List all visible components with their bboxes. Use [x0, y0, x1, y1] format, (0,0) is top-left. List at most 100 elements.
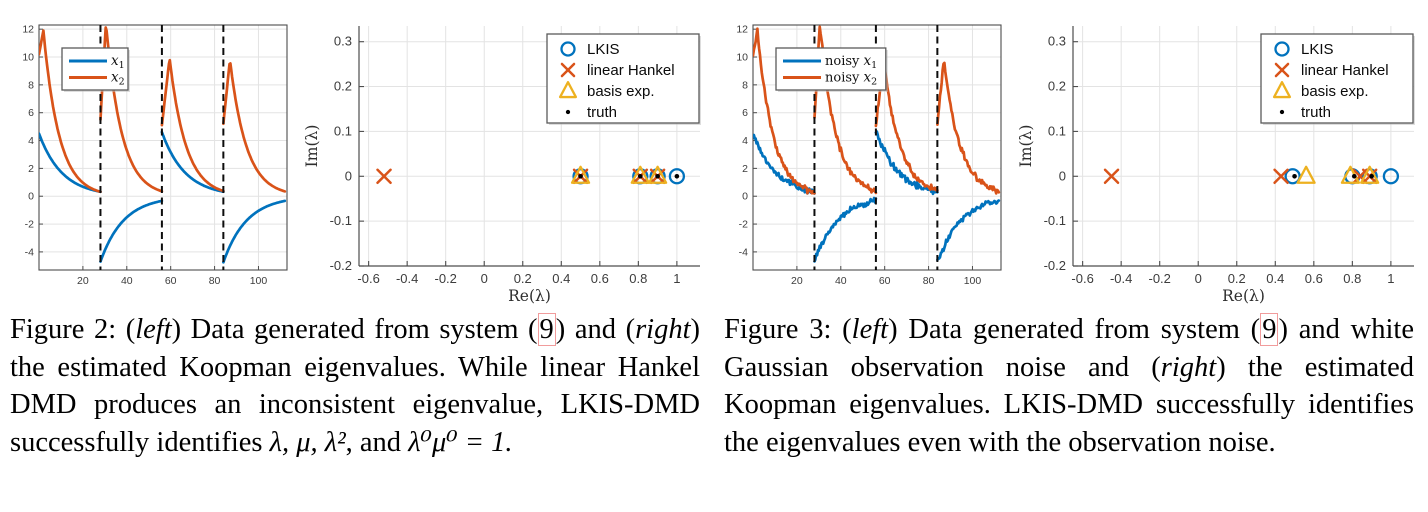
svg-text:noisy x1: noisy x1	[825, 53, 877, 71]
figure2-block: 20 40 60 80 100 -4 -2 0 2 4 6 8 10 12 x1 x2 -0.6 -0.4 -0.…	[0, 0, 714, 461]
axes: -0.6 -0.4 -0.2 0 0.2 0.4 0.6 0.8 1 -0.2 -0.1 0 0.1 0.…	[330, 26, 700, 286]
caption-math: λ, μ, λ²	[269, 426, 346, 458]
svg-text:0.4: 0.4	[552, 271, 570, 286]
axis-ticks: 20 40 60 80 100 -4 -2 0 2 4 6 8 10 12	[736, 24, 981, 287]
svg-text:60: 60	[879, 275, 891, 287]
svg-text:12: 12	[736, 24, 748, 36]
svg-text:-0.6: -0.6	[357, 271, 379, 286]
svg-text:truth: truth	[1301, 104, 1331, 121]
svg-text:0: 0	[28, 191, 34, 203]
axes: -0.6 -0.4 -0.2 0 0.2 0.4 0.6 0.8 1 -0.2 -0.1 0 0.1 0.…	[1044, 26, 1414, 286]
caption-left-word: left	[851, 314, 889, 345]
caption-text: ) the estimated Koopman eigenvalues. Whi…	[10, 314, 700, 458]
svg-text:20: 20	[77, 275, 89, 287]
svg-text:0: 0	[742, 191, 748, 203]
svg-text:-4: -4	[25, 246, 34, 258]
svg-text:x1: x1	[111, 53, 125, 71]
svg-text:6: 6	[28, 107, 34, 119]
svg-text:80: 80	[923, 275, 935, 287]
svg-text:20: 20	[791, 275, 803, 287]
svg-text:40: 40	[121, 275, 133, 287]
plot-box	[752, 24, 1002, 271]
svg-text:0: 0	[1195, 271, 1202, 286]
svg-text:8: 8	[742, 79, 748, 91]
caption-text: Figure 2: (	[10, 314, 136, 345]
caption-right-word: right	[635, 314, 691, 345]
caption-right-word: right	[1160, 351, 1217, 383]
svg-text:0.2: 0.2	[1048, 79, 1066, 94]
svg-text:0.1: 0.1	[334, 123, 352, 138]
svg-text:2: 2	[742, 163, 748, 175]
svg-text:-2: -2	[25, 219, 34, 231]
figure2-plots: 20 40 60 80 100 -4 -2 0 2 4 6 8 10 12 x1 x2 -0.6 -0.4 -0.…	[0, 0, 714, 304]
figure2-eigenvalue-plot: -0.6 -0.4 -0.2 0 0.2 0.4 0.6 0.8 1 -0.2 -0.1 0 0.1 0.…	[303, 26, 701, 304]
axis-ticks: 20 40 60 80 100 -4 -2 0 2 4 6 8 10 12	[22, 24, 267, 287]
svg-text:-2: -2	[739, 219, 748, 231]
legend: LKIS linear Hankel basis exp. truth	[546, 33, 701, 125]
caption-text: Figure 3: (	[724, 314, 852, 345]
x-axis-label: Re(λ)	[508, 287, 551, 304]
series-basis exp.-markers	[570, 165, 668, 184]
svg-text:-0.1: -0.1	[330, 213, 352, 228]
caption-text: ) and white Gaussian observation noise a…	[724, 314, 1414, 383]
equation-ref-9[interactable]: 9	[1260, 313, 1279, 346]
svg-text:1: 1	[1387, 271, 1394, 286]
svg-text:-0.4: -0.4	[396, 271, 418, 286]
svg-text:x2: x2	[111, 70, 125, 88]
figure3-plots: 20 40 60 80 100 -4 -2 0 2 4 6 8 10 12 noisy x1 noisy x2…	[714, 0, 1428, 304]
series-x₂-line	[39, 26, 287, 194]
svg-text:0.1: 0.1	[1048, 123, 1066, 138]
caption-text: ) and (	[555, 314, 636, 345]
y-axis-label: Im(λ)	[1017, 125, 1035, 168]
caption-text: ) the estimated Koopman eigenvalues. LKI…	[724, 351, 1415, 458]
svg-text:basis exp.: basis exp.	[1301, 83, 1369, 100]
caption-text: ) Data generated from system (	[888, 314, 1261, 345]
equation-ref-9[interactable]: 9	[537, 313, 556, 346]
svg-text:1: 1	[673, 271, 680, 286]
caption-text: ) Data generated from system (	[171, 314, 538, 345]
x-axis-label: Re(λ)	[1222, 287, 1265, 304]
series-x₁-line	[39, 130, 287, 264]
figure3-caption: Figure 3: (left) Data generated from sys…	[724, 311, 1414, 461]
svg-text:0: 0	[481, 271, 488, 286]
svg-text:linear Hankel: linear Hankel	[1301, 62, 1389, 79]
svg-text:0: 0	[345, 168, 352, 183]
svg-text:4: 4	[28, 135, 34, 147]
figure3-block: 20 40 60 80 100 -4 -2 0 2 4 6 8 10 12 noisy x1 noisy x2…	[714, 0, 1428, 461]
series-truth-markers	[1292, 173, 1374, 179]
svg-text:0.2: 0.2	[1228, 271, 1246, 286]
svg-text:-0.1: -0.1	[1044, 213, 1066, 228]
caption-text: , and	[345, 426, 409, 458]
svg-text:0: 0	[1059, 168, 1066, 183]
figures-row: 20 40 60 80 100 -4 -2 0 2 4 6 8 10 12 x1 x2 -0.6 -0.4 -0.…	[0, 0, 1428, 461]
svg-text:LKIS: LKIS	[1301, 41, 1334, 58]
svg-text:100: 100	[250, 275, 268, 287]
caption-math: λ⁰μ⁰ = 1.	[408, 426, 513, 458]
svg-text:truth: truth	[587, 104, 617, 121]
figure2-caption: Figure 2: (left) Data generated from sys…	[10, 311, 700, 461]
svg-text:60: 60	[165, 275, 177, 287]
svg-text:80: 80	[209, 275, 221, 287]
svg-text:-0.6: -0.6	[1071, 271, 1093, 286]
svg-text:100: 100	[964, 275, 982, 287]
svg-text:0.2: 0.2	[514, 271, 532, 286]
svg-text:0.2: 0.2	[334, 79, 352, 94]
y-axis-label: Im(λ)	[303, 125, 321, 168]
svg-text:40: 40	[835, 275, 847, 287]
series-linear Hankel-markers	[1103, 168, 1378, 185]
caption-left-word: left	[135, 314, 172, 345]
svg-text:-4: -4	[739, 246, 748, 258]
svg-text:10: 10	[736, 52, 748, 64]
svg-text:0.3: 0.3	[1048, 34, 1066, 49]
svg-text:0.8: 0.8	[1343, 271, 1361, 286]
svg-text:-0.4: -0.4	[1110, 271, 1132, 286]
svg-text:6: 6	[742, 107, 748, 119]
svg-text:noisy x2: noisy x2	[825, 70, 877, 88]
svg-text:0.4: 0.4	[1266, 271, 1284, 286]
figure3-eigenvalue-plot: -0.6 -0.4 -0.2 0 0.2 0.4 0.6 0.8 1 -0.2 -0.1 0 0.1 0.…	[1017, 26, 1415, 304]
svg-text:LKIS: LKIS	[587, 41, 620, 58]
